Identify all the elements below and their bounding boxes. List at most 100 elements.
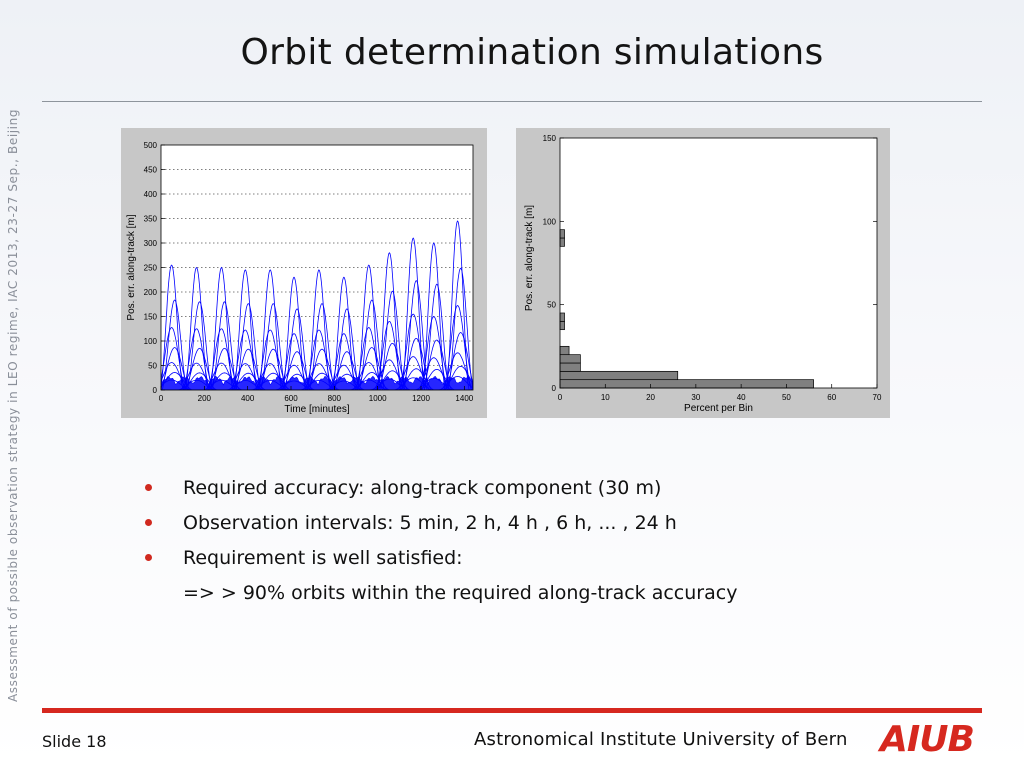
histogram-chart: 0 50 100 150 0 10 20 30 40 50 60 70 Percent per Bin P… bbox=[524, 134, 882, 414]
x-axis-label: Percent per Bin bbox=[684, 403, 753, 414]
series-line bbox=[257, 269, 283, 390]
title-divider bbox=[42, 101, 982, 102]
series-line bbox=[161, 264, 184, 390]
series-line bbox=[377, 252, 402, 390]
bullet-continuation: => > 90% orbits within the required alon… bbox=[183, 582, 738, 604]
x-tick-label: 800 bbox=[328, 394, 342, 403]
bullet-dot-icon bbox=[145, 554, 152, 561]
series-line bbox=[181, 328, 212, 390]
line-chart-panel: 0 50 100 150 200 250 300 350 400 450 500 0 200 400 600… bbox=[121, 128, 487, 418]
x-tick-label: 0 bbox=[558, 393, 563, 402]
y-tick-label: 100 bbox=[543, 217, 557, 226]
series-line bbox=[233, 269, 258, 390]
y-tick-label: 500 bbox=[144, 141, 158, 150]
histogram-bar bbox=[559, 362, 581, 372]
histogram-bar bbox=[559, 370, 679, 381]
side-caption: Assessment of possible observation strat… bbox=[6, 108, 20, 702]
y-tick-label: 50 bbox=[547, 301, 556, 310]
x-tick-label: 40 bbox=[737, 393, 746, 402]
series-line bbox=[400, 237, 426, 390]
aiub-logo: AIUB bbox=[880, 719, 975, 760]
bullet-text: Requirement is well satisfied: bbox=[183, 547, 463, 569]
series-line bbox=[331, 276, 357, 390]
x-tick-label: 1000 bbox=[369, 394, 387, 403]
series-line bbox=[304, 329, 334, 390]
series-line bbox=[447, 267, 473, 390]
bullet-item: Observation intervals: 5 min, 2 h, 4 h ,… bbox=[145, 509, 945, 544]
series-line bbox=[209, 266, 234, 390]
y-tick-label: 300 bbox=[144, 239, 158, 248]
series-line bbox=[329, 333, 359, 390]
histogram-bar bbox=[559, 379, 814, 389]
series-line bbox=[423, 283, 451, 390]
y-tick-label: 100 bbox=[144, 337, 158, 346]
plot-frame bbox=[559, 137, 878, 389]
y-tick-label: 200 bbox=[144, 288, 158, 297]
series-line bbox=[281, 276, 307, 390]
series-lines bbox=[161, 220, 473, 390]
footer-divider bbox=[42, 708, 982, 713]
bullet-dot-icon bbox=[145, 484, 152, 491]
bullet-text: Required accuracy: along-track component… bbox=[183, 477, 662, 499]
y-axis-label: Pos. err. along-track [m] bbox=[126, 214, 137, 320]
series-line bbox=[186, 301, 214, 390]
series-line bbox=[255, 329, 285, 390]
x-tick-label: 200 bbox=[198, 394, 212, 403]
series-line bbox=[354, 327, 384, 390]
series-line bbox=[279, 333, 309, 390]
x-tick-label: 600 bbox=[284, 394, 298, 403]
histogram-bar bbox=[559, 354, 581, 364]
series-line bbox=[445, 220, 470, 390]
y-axis-label: Pos. err. along-track [m] bbox=[524, 205, 535, 311]
x-tick-label: 10 bbox=[601, 393, 610, 402]
slide-title: Orbit determination simulations bbox=[240, 32, 824, 73]
series-line bbox=[421, 242, 447, 390]
series-line bbox=[234, 303, 262, 390]
histogram-bar bbox=[559, 345, 570, 356]
institute-name: Astronomical Institute University of Ber… bbox=[474, 729, 848, 750]
x-axis-label: Time [minutes] bbox=[284, 404, 349, 415]
series-line bbox=[308, 303, 336, 390]
series-line bbox=[211, 301, 238, 390]
series-line bbox=[398, 313, 428, 390]
y-tick-label: 50 bbox=[148, 362, 157, 371]
line-chart: 0 50 100 150 200 250 300 350 400 450 500 0 200 400 600… bbox=[126, 141, 474, 415]
y-tick-label: 0 bbox=[552, 384, 557, 393]
histogram-panel: 0 50 100 150 0 10 20 30 40 50 60 70 Percent per Bin P… bbox=[516, 128, 890, 418]
y-tick-label: 400 bbox=[144, 190, 158, 199]
slide-number: Slide 18 bbox=[42, 732, 107, 751]
x-tick-label: 0 bbox=[159, 394, 164, 403]
series-line bbox=[184, 266, 209, 390]
low-error-band bbox=[161, 375, 473, 390]
x-tick-label: 1400 bbox=[455, 394, 473, 403]
series-line bbox=[444, 332, 473, 390]
series-line bbox=[283, 308, 311, 390]
y-tick-label: 150 bbox=[144, 313, 158, 322]
series-line bbox=[206, 328, 237, 390]
bullet-item: Requirement is well satisfied: bbox=[145, 544, 945, 579]
series-line bbox=[259, 303, 287, 390]
histogram-bar bbox=[559, 237, 565, 247]
series-line bbox=[161, 299, 189, 390]
x-tick-label: 20 bbox=[646, 393, 655, 402]
y-tick-label: 250 bbox=[144, 264, 158, 273]
x-tick-label: 50 bbox=[782, 393, 791, 402]
series-line bbox=[306, 269, 332, 390]
x-tick-label: 60 bbox=[827, 393, 836, 402]
series-line bbox=[333, 308, 361, 390]
series-line bbox=[230, 329, 260, 390]
bullet-text: Observation intervals: 5 min, 2 h, 4 h ,… bbox=[183, 512, 677, 534]
series-line bbox=[419, 316, 449, 390]
x-tick-label: 1200 bbox=[412, 394, 430, 403]
y-tick-label: 150 bbox=[543, 134, 557, 143]
series-line bbox=[183, 347, 216, 390]
bullet-list: Required accuracy: along-track component… bbox=[145, 474, 945, 614]
x-tick-label: 70 bbox=[873, 393, 882, 402]
y-tick-label: 0 bbox=[153, 386, 158, 395]
histogram-bar bbox=[559, 312, 565, 322]
histogram-bar bbox=[559, 229, 565, 239]
x-tick-label: 30 bbox=[691, 393, 700, 402]
y-tick-label: 350 bbox=[144, 215, 158, 224]
series-line bbox=[442, 305, 473, 390]
series-line bbox=[356, 264, 382, 390]
